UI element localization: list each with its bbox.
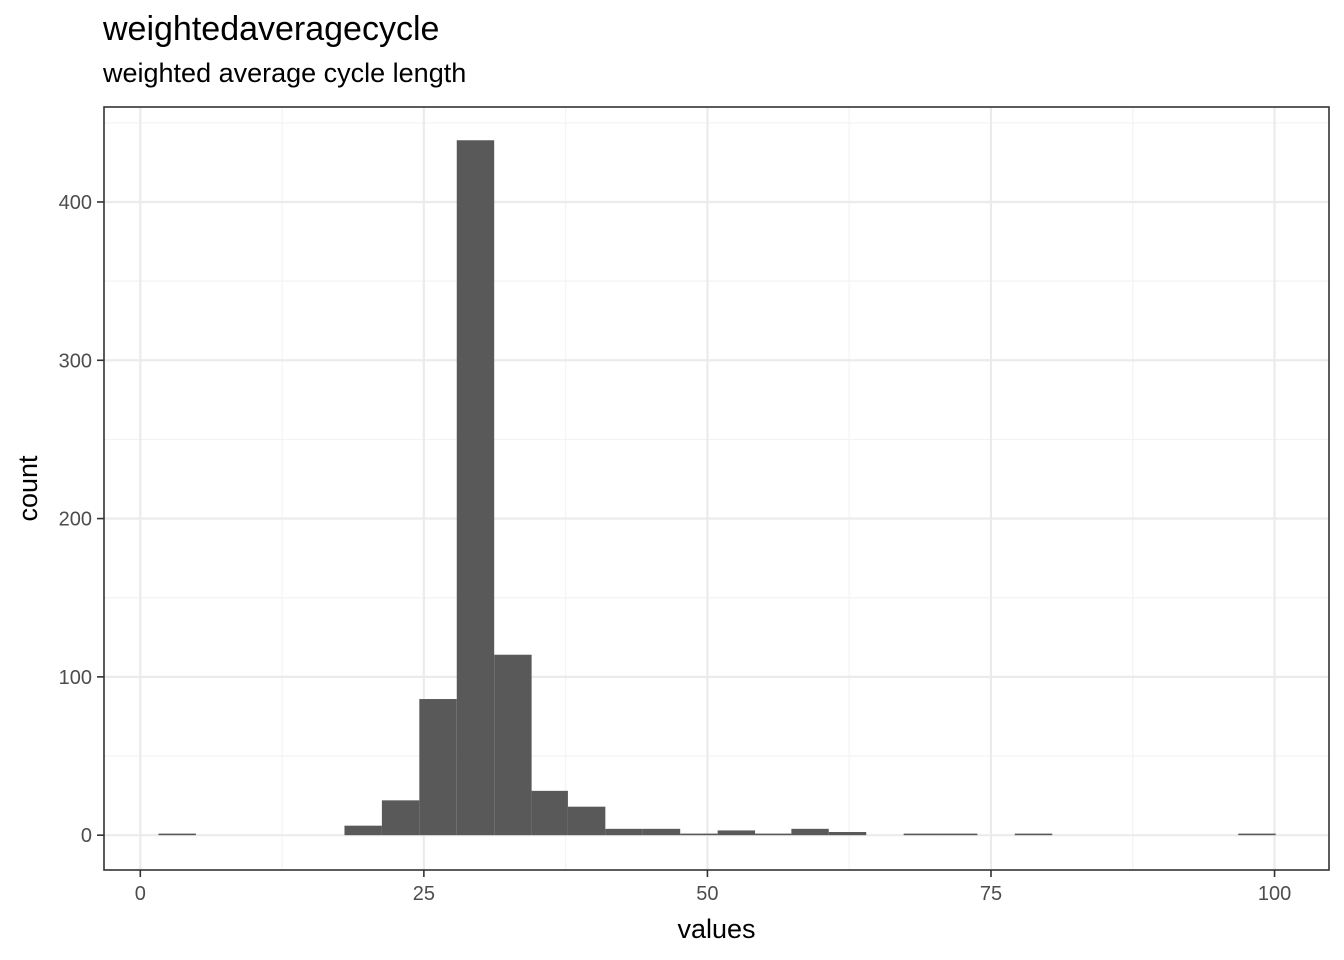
plot-panel-border xyxy=(103,106,1330,871)
histogram-bar xyxy=(828,832,867,836)
histogram-bar xyxy=(755,833,792,836)
x-tick-label: 75 xyxy=(980,883,1002,905)
plot-panel-background xyxy=(104,107,1329,870)
x-tick-label: 0 xyxy=(135,883,146,905)
histogram-bar xyxy=(531,790,568,836)
axis-tick-labels: 0 25 50 75 100 0 100 200 300 400 xyxy=(59,192,1292,905)
histogram-bar xyxy=(903,833,942,836)
histogram-bar xyxy=(381,800,420,836)
histogram-bar xyxy=(1014,833,1053,836)
x-axis-title: values xyxy=(677,914,755,944)
y-tick-label: 400 xyxy=(59,192,92,214)
y-tick-label: 300 xyxy=(59,350,92,372)
histogram-bar xyxy=(605,828,643,836)
histogram-bar xyxy=(1238,833,1276,836)
y-tick-label: 0 xyxy=(81,825,92,847)
histogram-bar xyxy=(680,833,718,836)
y-tick-label: 100 xyxy=(59,667,92,689)
histogram-bar xyxy=(158,833,196,836)
histogram-bar xyxy=(419,699,457,836)
axis-ticks xyxy=(97,201,1276,877)
histogram-bar xyxy=(344,825,382,836)
histogram-bar xyxy=(941,833,978,836)
x-tick-label: 25 xyxy=(413,883,435,905)
chart-subtitle: weighted average cycle length xyxy=(103,58,467,88)
histogram-bar xyxy=(494,654,532,836)
histogram-bar xyxy=(717,830,756,836)
x-tick-label: 100 xyxy=(1258,883,1291,905)
minor-gridlines xyxy=(104,107,1329,870)
histogram-bar xyxy=(456,140,495,836)
chart-title: weightedaveragecycle xyxy=(103,10,440,48)
x-tick-label: 50 xyxy=(696,883,718,905)
major-gridlines xyxy=(104,107,1329,870)
histogram-bars xyxy=(158,140,1276,836)
y-tick-label: 200 xyxy=(59,509,92,531)
histogram-bar xyxy=(642,828,681,836)
histogram-bar xyxy=(791,828,829,836)
histogram-bar xyxy=(567,806,606,836)
y-axis-title: count xyxy=(13,455,43,522)
